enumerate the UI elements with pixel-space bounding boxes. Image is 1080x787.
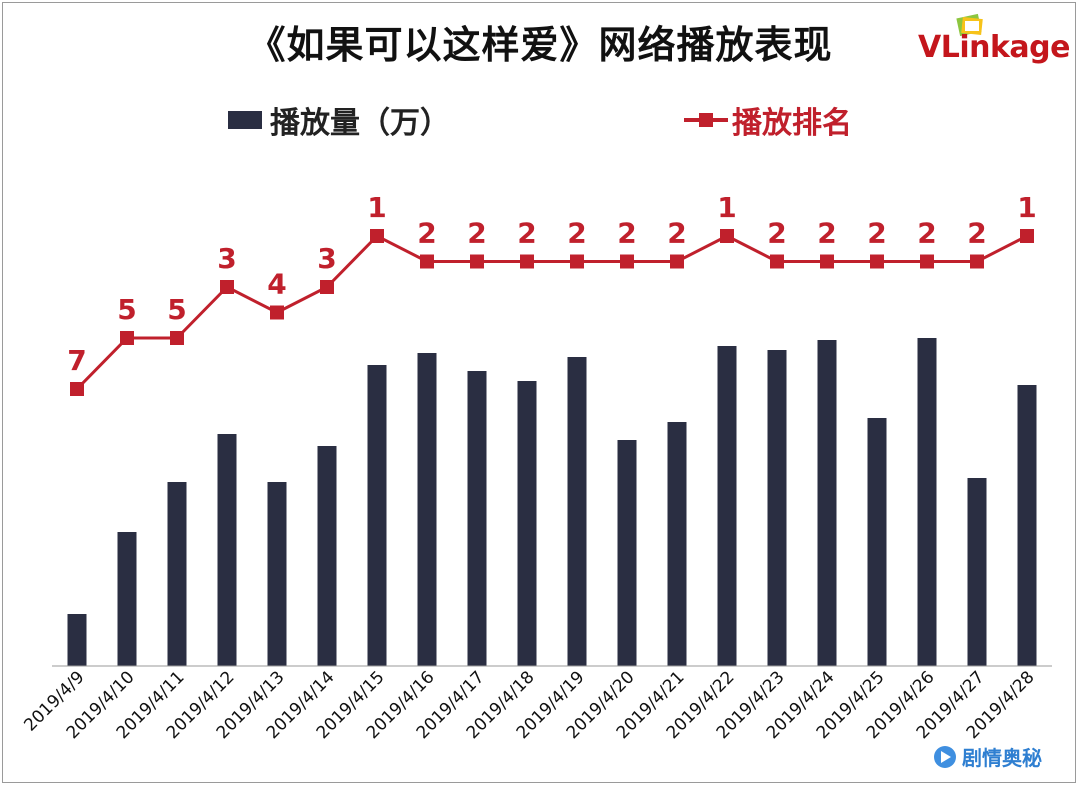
bar-2019/4/24 (817, 340, 837, 666)
bar-2019/4/26 (917, 338, 937, 666)
rank-point-2019/4/11 (170, 331, 184, 345)
rank-point-2019/4/12 (220, 280, 234, 294)
bar-2019/4/19 (567, 357, 587, 666)
bar-2019/4/18 (517, 381, 537, 666)
rank-label-2019/4/21: 2 (667, 217, 686, 250)
rank-label-2019/4/23: 2 (767, 217, 786, 250)
rank-point-2019/4/25 (870, 254, 884, 269)
legend-item-rank: 播放排名 (684, 100, 852, 141)
rank-point-2019/4/28 (1020, 229, 1034, 243)
watermark: 剧情奥秘 (934, 742, 1042, 771)
rank-label-2019/4/11: 5 (167, 293, 186, 326)
legend-label-plays: 播放量（万） (270, 106, 450, 141)
rank-label-2019/4/26: 2 (917, 217, 936, 250)
bar-2019/4/25 (867, 418, 887, 666)
rank-label-2019/4/12: 3 (217, 242, 236, 275)
rank-label-2019/4/18: 2 (517, 217, 536, 250)
rank-point-2019/4/15 (370, 229, 384, 243)
rank-point-2019/4/26 (920, 254, 934, 269)
rank-label-2019/4/10: 5 (117, 293, 136, 326)
rank-label-2019/4/27: 2 (967, 217, 986, 250)
bar-2019/4/13 (267, 482, 287, 666)
chart-title: 《如果可以这样爱》网络播放表现 (247, 23, 833, 67)
rank-point-2019/4/19 (570, 254, 584, 269)
rank-label-2019/4/19: 2 (567, 217, 586, 250)
rank-label-2019/4/25: 2 (867, 217, 886, 250)
bar-2019/4/20 (617, 440, 637, 666)
rank-point-2019/4/22 (720, 229, 734, 243)
rank-label-2019/4/28: 1 (1017, 191, 1036, 224)
rank-label-2019/4/20: 2 (617, 217, 636, 250)
logo-text-first: VL (918, 30, 960, 65)
rank-point-2019/4/21 (670, 254, 684, 269)
rank-label-2019/4/14: 3 (317, 242, 336, 275)
rank-line (75, 234, 1028, 391)
rank-point-2019/4/17 (470, 254, 484, 269)
bar-2019/4/23 (767, 350, 787, 666)
legend-label-rank: 播放排名 (732, 106, 852, 141)
watermark-text: 剧情奥秘 (962, 746, 1042, 770)
rank-label-2019/4/9: 7 (67, 344, 86, 377)
bar-2019/4/14 (317, 446, 337, 666)
rank-label-2019/4/24: 2 (817, 217, 836, 250)
bar-2019/4/12 (217, 434, 237, 666)
rank-point-2019/4/23 (770, 254, 784, 269)
legend-swatch-line (684, 100, 728, 140)
legend-item-plays: 播放量（万） (228, 100, 450, 141)
legend-swatch-bar (228, 111, 262, 129)
bar-2019/4/9 (67, 614, 87, 666)
bar-2019/4/21 (667, 422, 687, 666)
rank-point-2019/4/18 (520, 254, 534, 269)
bar-2019/4/22 (717, 346, 737, 666)
logo-text-rest: inkage (959, 30, 1071, 65)
rank-label-2019/4/13: 4 (267, 268, 286, 301)
play-icon (934, 745, 956, 768)
logo-mark-icon (956, 13, 983, 37)
bar-2019/4/15 (367, 365, 387, 666)
rank-label-2019/4/16: 2 (417, 217, 436, 250)
rank-point-2019/4/13 (270, 305, 284, 320)
bar-2019/4/10 (117, 532, 137, 666)
bar-2019/4/11 (167, 482, 187, 666)
bar-2019/4/17 (467, 371, 487, 666)
rank-label-2019/4/22: 1 (717, 191, 736, 224)
rank-label-2019/4/15: 1 (367, 191, 386, 224)
rank-point-2019/4/10 (120, 331, 134, 345)
rank-point-2019/4/14 (320, 280, 334, 294)
rank-point-2019/4/24 (820, 254, 834, 269)
rank-point-2019/4/20 (620, 254, 634, 269)
bar-2019/4/28 (1017, 385, 1037, 666)
rank-point-2019/4/9 (70, 382, 84, 396)
vlinkage-logo: VLinkage (918, 30, 1071, 65)
rank-label-2019/4/17: 2 (467, 217, 486, 250)
rank-point-2019/4/16 (420, 254, 434, 269)
bar-2019/4/27 (967, 478, 987, 666)
bar-2019/4/16 (417, 353, 437, 666)
rank-point-2019/4/27 (970, 254, 984, 269)
